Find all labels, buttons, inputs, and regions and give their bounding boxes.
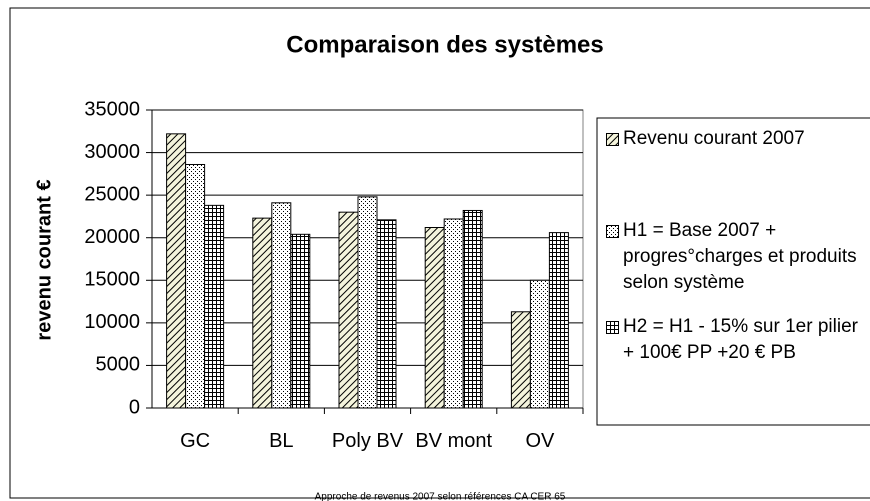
- bar: [424, 226, 445, 409]
- y-tick-label: 10000: [84, 311, 140, 333]
- legend-swatch: [606, 225, 619, 238]
- bar: [443, 218, 464, 409]
- legend-swatch-box: [606, 321, 619, 334]
- legend-label: H1 = Base 2007 + progres°charges et prod…: [623, 220, 857, 293]
- chart-title: Comparaison des systèmes: [286, 31, 603, 58]
- bar: [357, 196, 378, 409]
- bar: [462, 209, 483, 409]
- x-tick-label: BV mont: [415, 430, 493, 452]
- bar: [376, 219, 397, 409]
- bar: [510, 311, 531, 409]
- legend-swatch-box: [606, 225, 619, 238]
- legend-swatch: [606, 321, 619, 334]
- y-tick-label: 25000: [84, 183, 140, 205]
- x-tick-label: OV: [525, 430, 555, 452]
- legend-swatch: [606, 133, 619, 146]
- x-tick-label: Poly BV: [331, 430, 404, 452]
- legend-entry: Revenu courant 2007: [606, 126, 870, 152]
- legend-label: Revenu courant 2007: [623, 128, 805, 149]
- footnote: Approche de revenus 2007 selon référence…: [315, 492, 566, 501]
- y-axis-label: revenu courant €: [33, 179, 55, 340]
- bar: [271, 202, 292, 409]
- bar: [338, 211, 359, 409]
- y-tick-label: 0: [129, 396, 140, 418]
- bar: [204, 204, 225, 409]
- y-tick-label: 35000: [84, 98, 140, 120]
- bar: [290, 233, 311, 409]
- y-tick-label: 20000: [84, 226, 140, 248]
- x-tick-label: GC: [180, 430, 211, 452]
- bar: [548, 232, 569, 409]
- x-tick-label: BL: [269, 430, 294, 452]
- y-tick-label: 5000: [96, 354, 141, 376]
- bar: [166, 133, 187, 409]
- legend-swatch-box: [606, 133, 619, 146]
- bar: [529, 279, 550, 409]
- bar: [252, 217, 273, 409]
- legend-entry: H1 = Base 2007 + progres°charges et prod…: [606, 218, 870, 296]
- y-tick-label: 15000: [84, 269, 140, 291]
- legend-entry: H2 = H1 - 15% sur 1er pilier + 100€ PP +…: [606, 314, 870, 366]
- bar: [185, 163, 206, 409]
- y-tick-label: 30000: [84, 141, 140, 163]
- legend-box: [596, 117, 870, 426]
- legend-label: H2 = H1 - 15% sur 1er pilier + 100€ PP +…: [623, 316, 858, 363]
